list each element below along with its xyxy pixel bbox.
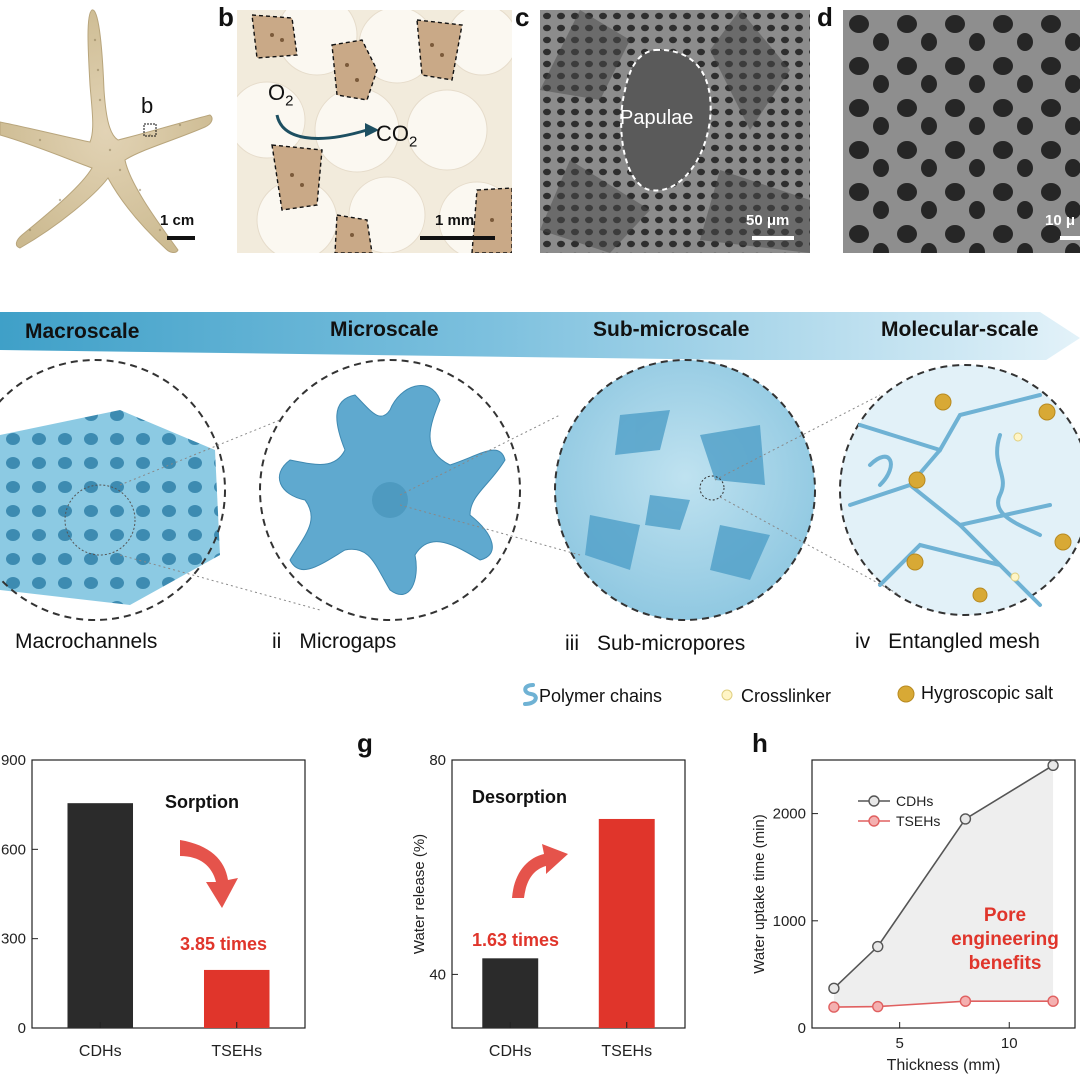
y-tick-label: 2000 [773,806,806,823]
scalebar-label-a: 1 cm [160,212,195,229]
scalebar-b [420,236,495,240]
point-cdhs [828,982,840,995]
chart-desorption: 40 80 CDHs TSEHs Water release (%) Desorption… [411,752,686,1060]
legend-marker-tsehs [868,815,880,827]
shaded-region [833,765,1054,1008]
chart-sorption: 0 300 600 900 CDHs TSEHs Sorption 3.85 times [1,752,306,1060]
papulae-label: Papulae [620,107,694,129]
polymer-chain-icon [523,683,538,706]
point-cdhs [1047,759,1059,772]
macrochannel-block [0,410,220,605]
y-tick-label: 0 [798,1020,806,1037]
sem-texture-d [843,10,1080,253]
up-arrow [512,844,568,898]
legend-label-tsehs: TSEHs [896,813,940,829]
point-cdhs [959,813,972,825]
x-tick-label: CDHs [489,1043,532,1060]
caption-macrochannels: Macrochannels [15,630,158,653]
annotation-line: benefits [969,953,1042,974]
crosslinker-icon [721,689,733,701]
o2-label: O2 [268,80,294,110]
hygroscopic-salt-icon [897,685,915,703]
scale-label-macro: Macroscale [25,320,140,343]
point-tsehs [828,1001,840,1013]
x-tick-label: CDHs [79,1043,122,1060]
panel-letter-g: g [357,728,373,758]
sem-texture-c [540,10,810,253]
down-arrow [180,840,238,908]
caption-submicropores: iii Sub-micropores [565,632,746,655]
y-tick-label: 40 [429,966,446,983]
starfish-photo [0,0,222,260]
legend-marker-cdhs [868,795,880,807]
bar-tsehs [203,969,270,1028]
y-axis-label: Water uptake time (min) [751,814,768,974]
point-cdhs [872,940,884,953]
caption-microgaps: ii Microgaps [272,630,397,653]
scalebar-label-b: 1 mm [435,212,475,229]
annotation-line: engineering [951,929,1059,950]
legend-hygroscopic-salt: Hygroscopic salt [921,683,1054,703]
scale-label-micro: Microscale [330,318,439,341]
bar-cdhs [482,958,539,1028]
point-tsehs [1047,995,1059,1007]
hierarchy-illustration [0,359,1080,621]
plot-frame [451,759,686,1029]
panel-letter-b: b [218,2,234,32]
annotation-line: Pore [984,905,1026,926]
legend-polymer-chains: Polymer chains [539,686,663,706]
ossicle-image [237,10,512,253]
papulae-photo [237,10,512,253]
point-tsehs [959,995,972,1007]
panel-letter-c: c [515,2,530,32]
co2-label: CO2 [376,121,418,151]
scalebar-a [167,236,195,240]
y-tick-label: 80 [429,752,446,769]
x-tick-label: 10 [1001,1035,1018,1052]
sem-image-d [843,10,1080,253]
series-line-tsehs [833,1000,1054,1008]
panel-letter-d: d [817,2,833,32]
annotation-ratio: 1.63 times [472,930,559,950]
x-tick-label: TSEHs [601,1043,652,1060]
starfish-image [0,9,213,253]
legend-crosslinker: Crosslinker [741,686,832,706]
plot-frame [31,759,306,1029]
x-axis-label: Thickness (mm) [887,1057,1001,1074]
legend-label-cdhs: CDHs [896,793,933,809]
scale-label-molecular: Molecular-scale [881,318,1039,341]
scale-arrow-banner [0,312,1080,360]
x-tick-label: 5 [895,1035,903,1052]
scale-label-submicro: Sub-microscale [593,318,750,341]
y-tick-label: 600 [1,841,26,858]
annotation-title: Desorption [472,787,567,807]
scalebar-c [752,236,794,240]
starfish-marker-label: b [141,93,154,118]
y-tick-label: 300 [1,931,26,948]
annotation-ratio: 3.85 times [180,934,267,954]
bar-tsehs [598,818,655,1028]
y-axis-label: Water release (%) [411,834,428,954]
scalebar-d [1060,236,1080,240]
y-tick-label: 1000 [773,913,806,930]
series-line-cdhs [833,764,1054,989]
caption-entangled-mesh: iv Entangled mesh [855,630,1040,653]
bar-cdhs [67,803,134,1028]
scalebar-label-c: 50 μm [746,212,790,229]
x-tick-label: TSEHs [211,1043,262,1060]
scalebar-label-d: 10 μ [1045,212,1076,229]
plot-frame [811,759,1076,1029]
annotation-title: Sorption [165,792,239,812]
sem-image-c [540,10,810,253]
y-tick-label: 900 [1,752,26,769]
panel-letter-h: h [752,728,768,758]
point-tsehs [872,1000,884,1013]
y-tick-label: 0 [18,1020,26,1037]
